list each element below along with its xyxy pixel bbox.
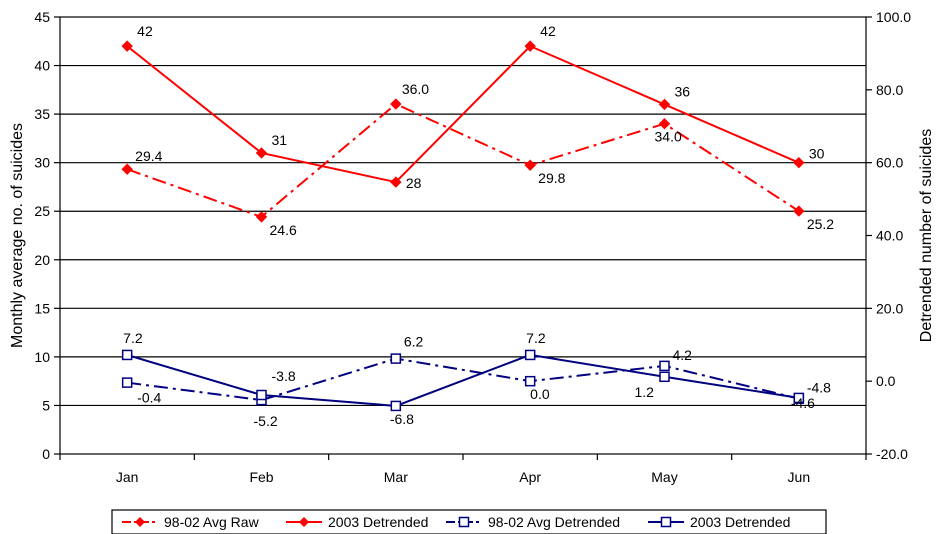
- data-point: [658, 98, 671, 111]
- data-point: [255, 147, 268, 159]
- data-point: [390, 400, 402, 412]
- y-tick-label: 45: [34, 9, 50, 25]
- data-label: -3.8: [272, 368, 296, 384]
- series-2: 42 31 28 42 36 30: [121, 23, 825, 191]
- data-label: 29.4: [135, 148, 162, 164]
- y-tick-label: 5: [42, 397, 50, 413]
- data-point: [658, 117, 671, 130]
- data-label: 1.2: [635, 384, 655, 400]
- data-point: [121, 40, 133, 52]
- data-point: [793, 392, 805, 404]
- data-label: -4.8: [807, 380, 831, 396]
- data-label: 7.2: [526, 330, 546, 346]
- series-line: [126, 44, 800, 184]
- y2-tick-label: 100.0: [876, 9, 911, 25]
- y2-tick-label: 40.0: [876, 228, 903, 244]
- data-label: 36: [675, 83, 691, 99]
- data-label: 34.0: [655, 129, 682, 145]
- series-line: [126, 353, 799, 407]
- data-point: [390, 176, 402, 188]
- data-point: [255, 211, 268, 223]
- data-label: 42: [137, 23, 153, 39]
- y2-tick-label: 80.0: [876, 82, 903, 98]
- data-point: [659, 360, 670, 372]
- y2-axis-title: Detrended number of suicides: [918, 129, 935, 342]
- y-tick-label: 15: [34, 300, 50, 316]
- data-label: -5.2: [254, 413, 278, 429]
- data-point: [390, 353, 402, 364]
- legend-item: 98-02 Avg Detrended: [446, 514, 620, 530]
- y-tick-label: 10: [34, 349, 50, 365]
- y-tick-label: 20: [34, 252, 50, 268]
- x-tick-label: Jun: [788, 469, 811, 485]
- x-tick-label: May: [651, 469, 677, 485]
- y-axis-right: -20.0 0.0 20.0 40.0 60.0 80.0 100.0: [866, 9, 911, 462]
- data-label: 24.6: [270, 222, 297, 238]
- legend-swatch-marker: [458, 516, 470, 528]
- data-point: [524, 159, 536, 171]
- data-label: 28: [406, 175, 422, 191]
- data-label: 7.2: [123, 330, 143, 346]
- series-3: -0.4 -5.2 6.2 0.0 4.2 -4.8: [121, 334, 831, 429]
- data-point: [659, 371, 670, 383]
- series-line: [126, 102, 800, 219]
- legend-label: 2003 Detrended: [328, 514, 428, 530]
- data-point: [390, 98, 402, 110]
- data-point: [524, 349, 536, 361]
- data-point: [524, 40, 536, 52]
- series-4: 7.2 -3.8 -6.8 7.2 1.2 -4.6: [121, 330, 815, 427]
- y-axis-left: 0 5 10 15 20 25 30 35 40 45: [34, 9, 60, 462]
- x-tick-label: Feb: [249, 469, 273, 485]
- data-point: [256, 389, 267, 401]
- data-label: 36.0: [402, 81, 429, 97]
- legend-item: 2003 Detrended: [648, 514, 790, 530]
- data-point: [524, 375, 536, 387]
- data-label: -0.4: [137, 390, 161, 406]
- x-tick-label: Jan: [116, 469, 139, 485]
- data-label: 30: [809, 146, 825, 162]
- data-label: -4.6: [791, 395, 815, 411]
- data-label: 4.2: [673, 347, 693, 363]
- data-label: 42: [540, 23, 556, 39]
- x-tick-label: Apr: [519, 469, 541, 485]
- legend-swatch-marker: [135, 517, 145, 527]
- legend-label: 98-02 Avg Detrended: [488, 514, 620, 530]
- plot-area: [59, 16, 867, 455]
- data-label: 29.8: [538, 170, 565, 186]
- legend-swatch-marker: [660, 516, 672, 528]
- data-point: [121, 349, 133, 361]
- legend: 98-02 Avg Raw 2003 Detrended 98-02 Avg Det…: [111, 509, 827, 534]
- data-point: [121, 377, 133, 388]
- y-axis-title: Monthly average no. of suicides: [9, 123, 26, 348]
- legend-label: 2003 Detrended: [690, 514, 790, 530]
- y-tick-label: 0: [42, 446, 50, 462]
- x-tick-label: Mar: [384, 469, 408, 485]
- data-label: -6.8: [390, 411, 414, 427]
- y-tick-label: 30: [34, 155, 50, 171]
- series-1: 29.4 24.6 36.0 29.8 34.0 25.2: [121, 81, 834, 238]
- gridlines: [60, 64, 866, 407]
- data-label: 6.2: [404, 334, 424, 350]
- legend-item: 2003 Detrended: [286, 514, 428, 530]
- y2-tick-label: 0.0: [876, 373, 896, 389]
- data-point: [793, 156, 805, 169]
- legend-label: 98-02 Avg Raw: [164, 514, 260, 530]
- series-line: [127, 357, 800, 402]
- x-axis: Jan Feb Mar Apr May Jun: [59, 454, 867, 485]
- y-tick-label: 40: [34, 58, 50, 74]
- data-point: [793, 205, 805, 217]
- legend-item: 98-02 Avg Raw: [122, 514, 260, 530]
- legend-swatch-marker: [299, 517, 309, 527]
- y2-tick-label: 20.0: [876, 300, 903, 316]
- y-tick-label: 25: [34, 203, 50, 219]
- y2-tick-label: -20.0: [876, 446, 908, 462]
- y2-tick-label: 60.0: [876, 155, 903, 171]
- data-label: 0.0: [530, 386, 550, 402]
- data-point: [121, 163, 133, 175]
- y-tick-label: 35: [34, 106, 50, 122]
- data-label: 31: [272, 132, 288, 148]
- data-label: 25.2: [807, 216, 834, 232]
